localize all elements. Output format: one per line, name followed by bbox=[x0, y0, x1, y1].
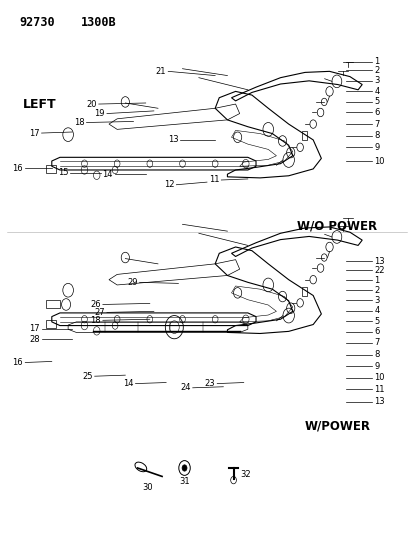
Text: 18: 18 bbox=[74, 118, 84, 127]
Text: 16: 16 bbox=[12, 164, 23, 173]
Text: 19: 19 bbox=[94, 109, 104, 118]
Text: 25: 25 bbox=[82, 372, 93, 381]
Text: 30: 30 bbox=[142, 483, 153, 492]
Text: 29: 29 bbox=[127, 278, 137, 287]
Bar bbox=[301, 131, 306, 140]
Text: 9: 9 bbox=[373, 362, 379, 370]
Text: 5: 5 bbox=[373, 98, 379, 107]
Text: 7: 7 bbox=[373, 119, 379, 128]
Text: 5: 5 bbox=[373, 317, 379, 326]
Text: 17: 17 bbox=[29, 128, 40, 138]
Text: 2: 2 bbox=[373, 286, 379, 295]
Text: 24: 24 bbox=[180, 383, 190, 392]
Text: 9: 9 bbox=[373, 143, 379, 152]
Text: 31: 31 bbox=[179, 478, 190, 487]
Text: 12: 12 bbox=[164, 180, 174, 189]
Text: LEFT: LEFT bbox=[23, 98, 57, 110]
Text: 27: 27 bbox=[94, 308, 104, 317]
Text: 13: 13 bbox=[373, 257, 384, 266]
Text: 26: 26 bbox=[90, 300, 100, 309]
Text: 28: 28 bbox=[29, 335, 40, 344]
Text: 1: 1 bbox=[373, 276, 379, 285]
Text: 11: 11 bbox=[208, 175, 219, 184]
Bar bbox=[301, 287, 306, 296]
Text: 4: 4 bbox=[373, 306, 379, 316]
Text: 14: 14 bbox=[102, 169, 113, 179]
Text: 8: 8 bbox=[373, 131, 379, 140]
Text: 10: 10 bbox=[373, 157, 384, 166]
Text: 92730: 92730 bbox=[19, 16, 55, 29]
Text: 32: 32 bbox=[240, 470, 251, 479]
Text: 16: 16 bbox=[12, 358, 23, 367]
Text: 1300B: 1300B bbox=[80, 16, 116, 29]
Text: 2: 2 bbox=[373, 66, 379, 75]
Text: 13: 13 bbox=[373, 397, 384, 406]
Text: 6: 6 bbox=[373, 108, 379, 117]
Text: 11: 11 bbox=[373, 385, 384, 394]
Text: 23: 23 bbox=[204, 379, 215, 388]
Text: 4: 4 bbox=[373, 87, 379, 96]
Text: 8: 8 bbox=[373, 350, 379, 359]
Text: 3: 3 bbox=[373, 76, 379, 85]
Text: 21: 21 bbox=[155, 67, 166, 76]
Text: 22: 22 bbox=[373, 265, 384, 274]
Text: 14: 14 bbox=[123, 379, 133, 388]
Text: 18: 18 bbox=[90, 316, 100, 325]
Circle shape bbox=[182, 465, 187, 471]
Text: 17: 17 bbox=[29, 324, 40, 333]
Text: 3: 3 bbox=[373, 296, 379, 305]
Text: 7: 7 bbox=[373, 338, 379, 348]
Text: 15: 15 bbox=[57, 168, 68, 177]
Text: W/POWER: W/POWER bbox=[304, 419, 370, 432]
Text: 20: 20 bbox=[86, 100, 97, 109]
Text: 6: 6 bbox=[373, 327, 379, 336]
Text: 1: 1 bbox=[373, 58, 379, 66]
Text: W/O POWER: W/O POWER bbox=[296, 220, 376, 233]
Text: 10: 10 bbox=[373, 373, 384, 382]
Text: 13: 13 bbox=[167, 135, 178, 144]
